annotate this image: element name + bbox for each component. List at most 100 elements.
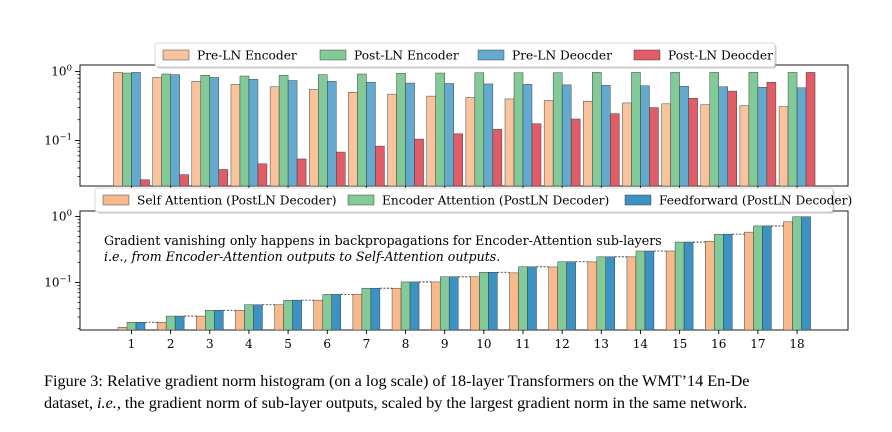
- bar-s1-layer-8: [391, 287, 402, 331]
- bar-s3-layer-8: [409, 281, 420, 331]
- bar-s1-layer-13: [583, 101, 593, 187]
- bar-s4-layer-11: [531, 123, 542, 187]
- bar-s4-layer-10: [492, 129, 503, 187]
- x-tick-label: 15: [672, 337, 687, 351]
- bar-s4-layer-5: [296, 158, 307, 187]
- bar-s1-layer-4: [230, 84, 241, 187]
- bar-s1-layer-17: [739, 105, 750, 187]
- bar-s1-layer-14: [622, 102, 632, 187]
- bar-s2-layer-4: [244, 304, 254, 331]
- bar-s3-layer-4: [253, 304, 263, 331]
- bar-s2-layer-17: [753, 225, 763, 331]
- bar-s1-layer-15: [661, 103, 671, 187]
- x-tick-label: 6: [323, 337, 331, 351]
- bar-s1-layer-1: [117, 327, 128, 331]
- x-tick-label: 1: [128, 337, 136, 351]
- x-tick-label: 13: [594, 337, 609, 351]
- bar-s3-layer-11: [522, 84, 533, 187]
- x-tick-label: 11: [515, 337, 530, 351]
- bar-s3-layer-1: [135, 322, 146, 331]
- y-tick-label: 100: [51, 209, 72, 224]
- bar-s2-layer-2: [165, 315, 176, 331]
- bar-s3-layer-2: [174, 315, 185, 331]
- bar-s2-layer-9: [439, 276, 450, 331]
- bar-s3-layer-7: [370, 287, 381, 331]
- caption-line-2: dataset, i.e., the gradient norm of sub-…: [44, 392, 884, 414]
- bar-s1-layer-18: [783, 221, 793, 331]
- annotation-line-1: Gradient vanishing only happens in backp…: [104, 233, 662, 248]
- bar-s4-layer-9: [453, 133, 463, 187]
- legend-box: [154, 42, 776, 68]
- bar-s2-layer-1: [126, 322, 137, 331]
- bar-s1-layer-9: [430, 281, 441, 331]
- bar-s1-layer-15: [665, 250, 676, 331]
- bar-s2-layer-7: [361, 287, 372, 331]
- bar-s2-layer-14: [635, 250, 646, 331]
- bar-s1-layer-13: [587, 261, 598, 331]
- legend-swatch: [347, 194, 375, 206]
- caption-line-2-suffix: , the gradient norm of sub-layer outputs…: [116, 394, 748, 412]
- bar-s3-layer-7: [366, 81, 376, 187]
- legend-swatch: [624, 194, 652, 206]
- bar-s3-layer-17: [762, 225, 772, 331]
- bar-s4-layer-7: [375, 145, 385, 187]
- caption-line-2-prefix: dataset,: [44, 394, 98, 412]
- x-tick-label: 12: [555, 337, 570, 351]
- bar-s3-layer-6: [327, 81, 337, 187]
- bar-s3-layer-9: [448, 276, 459, 331]
- top-chart: 100 10−1 Pre-LN Encoder Post-LN Encoder Pre-…: [44, 42, 849, 190]
- legend-label: Encoder Attention (PostLN Decoder): [382, 194, 609, 208]
- bar-s2-layer-16: [714, 233, 724, 331]
- bar-s3-layer-3: [214, 310, 224, 331]
- bar-s2-layer-4: [239, 75, 250, 187]
- bar-s4-layer-6: [336, 151, 346, 187]
- bar-s4-layer-13: [610, 113, 620, 187]
- x-tick-label: 17: [750, 337, 765, 351]
- bar-s1-layer-2: [156, 322, 167, 331]
- bar-s3-layer-16: [723, 233, 733, 331]
- bar-s3-layer-3: [209, 77, 220, 187]
- caption-ie: i.e.: [97, 394, 117, 412]
- legend-label: Pre-LN Encoder: [197, 49, 297, 63]
- bar-s3-layer-2: [170, 74, 180, 187]
- bar-s2-layer-12: [552, 72, 563, 187]
- bar-s1-layer-9: [426, 95, 436, 187]
- legend-label: Post-LN Deocder: [668, 49, 773, 63]
- figure-svg: 100 10−1 Pre-LN Encoder Post-LN Encoder Pre-…: [44, 42, 852, 351]
- x-tick-label: 4: [245, 337, 253, 351]
- legend-label: Self Attention (PostLN Decoder): [137, 194, 336, 208]
- bar-s1-layer-7: [348, 92, 358, 187]
- bar-s2-layer-3: [205, 310, 215, 331]
- bar-s1-layer-5: [274, 304, 284, 331]
- bar-s2-layer-5: [278, 75, 289, 187]
- bar-s3-layer-12: [566, 261, 576, 331]
- bar-s3-layer-5: [287, 80, 298, 187]
- x-tick-label: 14: [633, 337, 649, 351]
- bar-s2-layer-11: [518, 266, 528, 331]
- bar-s2-layer-18: [787, 72, 798, 187]
- bar-s1-layer-10: [465, 97, 476, 187]
- bar-s1-layer-12: [543, 100, 554, 187]
- bar-s1-layer-3: [191, 81, 202, 187]
- bar-s2-layer-15: [670, 72, 680, 187]
- bar-s3-layer-16: [718, 86, 728, 187]
- bar-s3-layer-5: [292, 299, 302, 331]
- bar-s3-layer-12: [561, 84, 572, 187]
- bar-s4-layer-4: [257, 163, 268, 187]
- bar-s3-layer-18: [796, 87, 807, 187]
- legend-label: Pre-LN Deocder: [512, 49, 612, 63]
- axes-frame-2: [79, 210, 849, 331]
- bar-s3-layer-15: [683, 241, 694, 331]
- bar-s3-layer-10: [488, 272, 498, 331]
- bar-s2-layer-18: [792, 216, 802, 331]
- bar-s3-layer-17: [757, 87, 768, 187]
- bar-s3-layer-14: [644, 250, 655, 331]
- legend-label: Feedforward (PostLN Decoder): [659, 194, 852, 208]
- bar-s1-layer-11: [504, 98, 515, 187]
- bar-s3-layer-6: [331, 294, 341, 331]
- bar-s2-layer-11: [513, 72, 524, 187]
- bar-s2-layer-6: [322, 294, 332, 331]
- bar-s2-layer-12: [557, 261, 567, 331]
- x-tick-label: 10: [476, 337, 491, 351]
